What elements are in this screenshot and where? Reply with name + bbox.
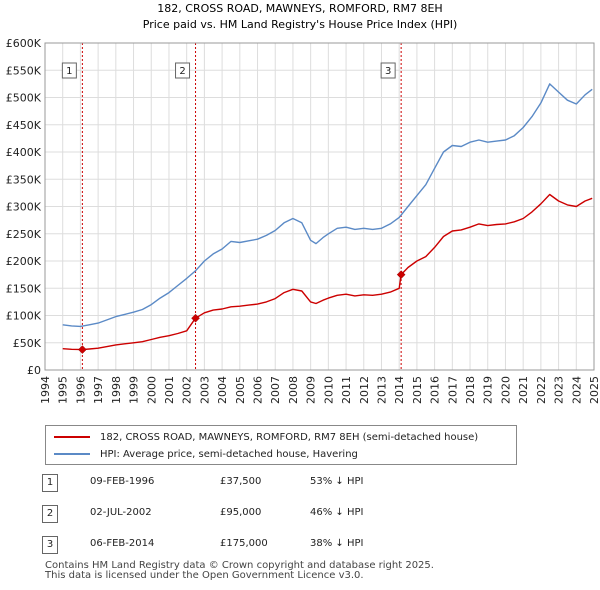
x-tick-label: 2016: [429, 376, 442, 404]
legend-item-hpi: HPI: Average price, semi-detached house,…: [54, 446, 358, 462]
x-tick-label: 2018: [464, 376, 477, 404]
y-tick-label: £150K: [6, 282, 42, 295]
sale-point: [78, 345, 87, 354]
x-tick-label: 2003: [198, 376, 211, 404]
sale-row: 2 02-JUL-2002 £95,000 46% ↓ HPI: [42, 505, 442, 525]
x-tick-label: 2019: [482, 376, 495, 404]
series-line: [62, 193, 593, 351]
y-tick-label: £100K: [6, 310, 42, 323]
legend-label-property: 182, CROSS ROAD, MAWNEYS, ROMFORD, RM7 8…: [100, 431, 479, 443]
x-tick-label: 2001: [163, 376, 176, 404]
x-tick-label: 2014: [393, 376, 406, 404]
legend-swatch-property: [54, 436, 90, 438]
sale-date: 02-JUL-2002: [90, 507, 152, 518]
price-chart: 182, CROSS ROAD, MAWNEYS, ROMFORD, RM7 8…: [6, 2, 600, 404]
x-tick-label: 2006: [252, 376, 265, 404]
sale-row: 3 06-FEB-2014 £175,000 38% ↓ HPI: [42, 536, 442, 556]
chart-legend: 182, CROSS ROAD, MAWNEYS, ROMFORD, RM7 8…: [45, 425, 517, 465]
sale-row: 1 09-FEB-1996 £37,500 53% ↓ HPI: [42, 474, 442, 494]
sale-number-label: 3: [385, 66, 391, 77]
x-tick-label: 2017: [446, 376, 459, 404]
y-tick-label: £550K: [6, 64, 42, 77]
sale-price: £95,000: [220, 507, 262, 518]
y-tick-label: £400K: [6, 146, 42, 159]
y-tick-label: £350K: [6, 173, 42, 186]
x-tick-label: 2023: [553, 376, 566, 404]
chart-series: [62, 83, 593, 351]
sale-number-badge: 3: [42, 536, 58, 554]
y-tick-label: £450K: [6, 119, 42, 132]
x-tick-label: 2008: [287, 376, 300, 404]
chart-axes: 1994 1995 1996 1997 1998 1999 2000 2001 2002 2003…: [6, 37, 600, 404]
x-tick-label: 2020: [499, 376, 512, 404]
legend-swatch-hpi: [54, 453, 90, 455]
y-tick-label: £50K: [13, 337, 42, 350]
x-tick-label: 2009: [305, 376, 318, 404]
sale-point: [191, 313, 200, 323]
x-tick-label: 2025: [588, 376, 600, 404]
y-tick-label: £200K: [6, 255, 42, 268]
sale-number-label: 2: [179, 66, 185, 77]
sale-number-label: 1: [66, 66, 72, 77]
x-tick-label: 1995: [57, 376, 70, 404]
series-line: [62, 83, 593, 328]
legend-label-hpi: HPI: Average price, semi-detached house,…: [100, 448, 358, 460]
legend-item-property: 182, CROSS ROAD, MAWNEYS, ROMFORD, RM7 8…: [54, 429, 478, 445]
x-tick-label: 1999: [128, 376, 141, 404]
chart-grid: [44, 42, 595, 371]
y-tick-label: £300K: [6, 201, 42, 214]
x-tick-label: 1996: [74, 376, 87, 404]
y-tick-label: £600K: [6, 37, 42, 50]
sale-hpi-diff: 46% ↓ HPI: [310, 507, 364, 518]
footer-line-licence: This data is licensed under the Open Gov…: [45, 570, 364, 581]
x-tick-label: 2002: [181, 376, 194, 404]
sale-date: 06-FEB-2014: [90, 538, 155, 549]
plot-frame: [44, 42, 595, 371]
sale-markers: [78, 270, 406, 354]
chart-title: 182, CROSS ROAD, MAWNEYS, ROMFORD, RM7 8…: [157, 2, 442, 15]
x-tick-label: 2015: [411, 376, 424, 404]
x-tick-label: 1994: [39, 376, 52, 404]
sale-number-box: [61, 62, 77, 79]
x-tick-label: 2021: [517, 376, 530, 404]
sale-point: [396, 270, 406, 279]
x-tick-label: 2004: [216, 376, 229, 404]
x-tick-label: 2011: [340, 376, 353, 404]
y-tick-label: £500K: [6, 92, 42, 105]
y-tick-label: £250K: [6, 228, 42, 241]
sale-hpi-diff: 38% ↓ HPI: [310, 538, 364, 549]
x-tick-label: 2010: [322, 376, 335, 404]
sale-number-badge: 1: [42, 474, 58, 492]
x-tick-label: 1997: [92, 376, 105, 404]
footer-attribution: Contains HM Land Registry data © Crown c…: [45, 561, 434, 581]
footer-line-copyright: Contains HM Land Registry data © Crown c…: [45, 560, 434, 571]
sale-number-box: [380, 62, 396, 79]
chart-subtitle: Price paid vs. HM Land Registry's House …: [143, 18, 458, 31]
sale-price: £37,500: [220, 476, 262, 487]
sale-date: 09-FEB-1996: [90, 476, 155, 487]
x-tick-label: 2024: [570, 376, 583, 404]
sale-number-box: [175, 62, 191, 79]
x-tick-label: 1998: [110, 376, 123, 404]
x-tick-label: 2005: [234, 376, 247, 404]
sale-price: £175,000: [220, 538, 268, 549]
x-tick-label: 2000: [145, 376, 158, 404]
x-tick-label: 2013: [375, 376, 388, 404]
y-tick-label: £0: [27, 364, 41, 377]
x-tick-label: 2012: [358, 376, 371, 404]
sale-hpi-diff: 53% ↓ HPI: [310, 476, 364, 487]
sale-number-badge: 2: [42, 505, 58, 523]
x-tick-label: 2022: [535, 376, 548, 404]
x-tick-label: 2007: [269, 376, 282, 404]
